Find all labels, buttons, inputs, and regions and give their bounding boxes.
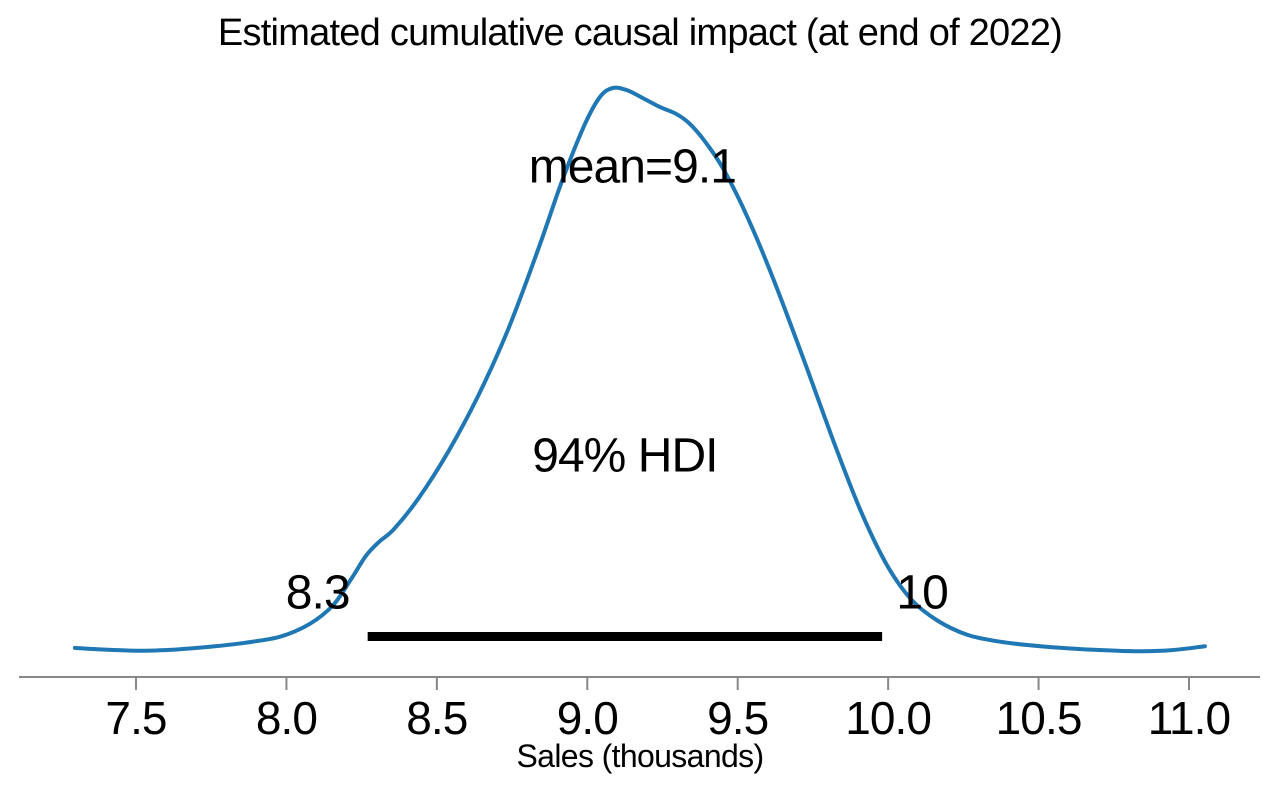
x-tick-label: 8.0 bbox=[255, 692, 318, 744]
x-axis-label: Sales (thousands) bbox=[516, 738, 764, 774]
hdi-upper-value: 10 bbox=[896, 566, 948, 620]
hdi-annotation: 94% HDI bbox=[532, 429, 718, 483]
x-tick-label: 10.0 bbox=[845, 692, 932, 744]
x-tick-label: 11.0 bbox=[1147, 692, 1231, 744]
x-tick-label: 9.5 bbox=[707, 692, 769, 744]
kde-curve bbox=[72, 85, 1207, 654]
x-tick-label: 10.5 bbox=[995, 692, 1083, 744]
x-axis-ticks bbox=[135, 677, 1190, 690]
x-tick-label: 8.5 bbox=[406, 692, 468, 744]
chart-title: Estimated cumulative causal impact (at e… bbox=[217, 12, 1063, 54]
mean-annotation: mean=9.1 bbox=[528, 140, 737, 194]
x-tick-label: 7.5 bbox=[105, 692, 167, 744]
x-tick-label: 9.0 bbox=[556, 692, 619, 744]
hdi-lower-value: 8.3 bbox=[285, 566, 351, 620]
